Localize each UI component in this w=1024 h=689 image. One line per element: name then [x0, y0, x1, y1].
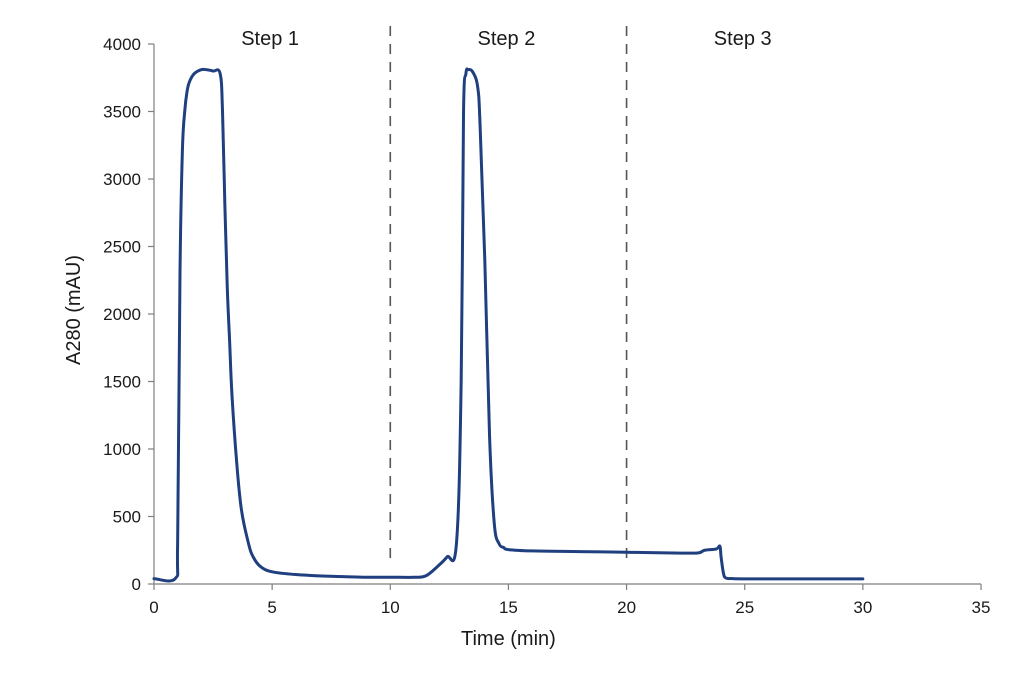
y-tick-label: 500: [113, 508, 141, 527]
y-tick-label: 1000: [103, 440, 141, 459]
x-tick-label: 0: [149, 598, 158, 617]
y-tick-label: 2500: [103, 238, 141, 257]
x-tick-label: 10: [381, 598, 400, 617]
x-axis-title: Time (min): [461, 628, 556, 650]
step-label: Step 2: [478, 28, 536, 50]
x-tick-label: 25: [735, 598, 754, 617]
x-tick-label: 30: [853, 598, 872, 617]
step-label: Step 3: [714, 28, 772, 50]
x-tick-label: 35: [972, 598, 991, 617]
y-tick-label: 3000: [103, 170, 141, 189]
step-labels: Step 1 Step 2 Step 3: [241, 28, 771, 50]
step-label: Step 1: [241, 28, 299, 50]
y-axis: 0 500 1000 1500 2000 2500 3000 3500 4000: [103, 35, 155, 594]
x-tick-label: 15: [499, 598, 518, 617]
step-dividers: [389, 26, 628, 566]
y-tick-label: 0: [132, 575, 141, 594]
x-tick-label: 20: [617, 598, 636, 617]
y-tick-label: 1500: [103, 373, 141, 392]
y-tick-label: 2000: [103, 305, 141, 324]
a280-trace-line: [152, 67, 865, 583]
y-tick-label: 4000: [103, 35, 141, 54]
y-axis-title: A280 (mAU): [63, 255, 85, 365]
y-tick-label: 3500: [103, 103, 141, 122]
x-tick-label: 5: [267, 598, 276, 617]
series-group: [152, 67, 865, 583]
x-axis: 0 5 10 15 20 25 30 35: [149, 583, 991, 617]
